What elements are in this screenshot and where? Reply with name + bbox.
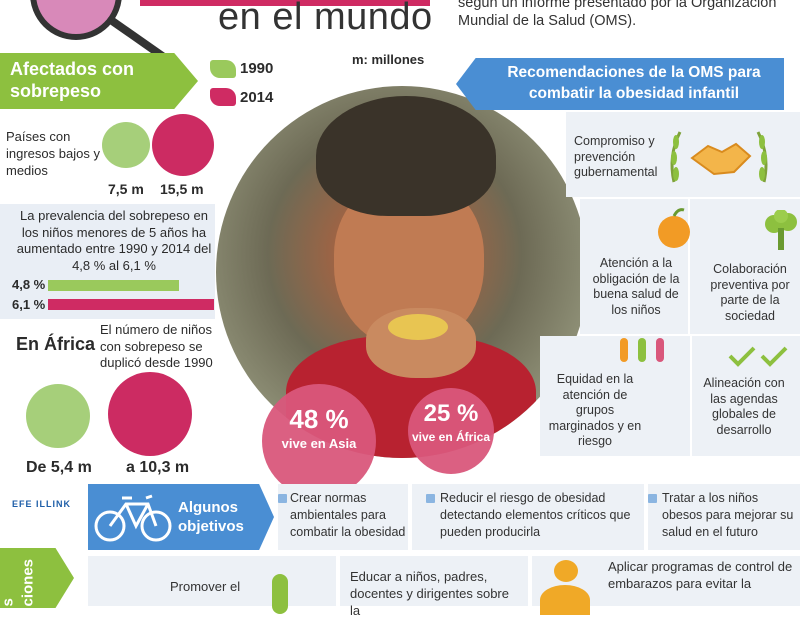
acciones-label-a: s: [0, 598, 17, 607]
bullet-icon: [648, 494, 657, 503]
objetivo-cell: [648, 484, 800, 550]
africa-text: El número de niños con sobrepeso se dupl…: [100, 322, 213, 370]
africa-label: En África: [16, 334, 96, 354]
person-body-icon: [540, 585, 590, 615]
reco-item-compromiso: Compromiso y prevención gubernamental: [574, 134, 658, 179]
paises-circle-2014: [152, 114, 214, 176]
people-icon: [620, 338, 664, 362]
afectados-banner: [0, 53, 198, 109]
africa-circle-1990: [26, 384, 90, 448]
intro-text: según un informe presentado por la Organ…: [458, 0, 777, 29]
legend-label-2014: 2014: [240, 89, 274, 106]
reco-item-equidad: Equidad en la atención de grupos margina…: [548, 372, 642, 448]
stat-asia-label: vive en Asia: [281, 436, 357, 451]
afectados-title: Afectados con sobrepeso: [10, 59, 135, 101]
accion-item-promover: Promover el: [170, 579, 241, 594]
legend-swatch-1990: [210, 60, 236, 78]
checkmark-icon: [728, 346, 788, 367]
legend-swatch-2014: [210, 88, 236, 106]
africa-value-2014: a 10,3 m: [126, 459, 190, 476]
prevalencia-value-2014: 6,1 %: [12, 297, 46, 312]
reco-cell: [540, 336, 690, 456]
stat-asia-circle: [262, 384, 376, 498]
child-photo: [216, 86, 588, 458]
objetivo-item-normas: Crear normas ambientales para combatir l…: [290, 491, 406, 539]
bicycle-icon: [94, 494, 172, 542]
objetivo-item-tratar: Tratar a los niños obesos para mejorar s…: [662, 491, 794, 539]
stat-asia-percent: 48 %: [289, 404, 349, 434]
paises-value-1990: 7,5 m: [108, 181, 144, 197]
photo-hair: [316, 96, 496, 216]
prevalencia-value-1990: 4,8 %: [12, 277, 46, 292]
page-title: en el mundo: [218, 0, 433, 38]
person-icon: [554, 560, 578, 582]
stat-africa-circle: [408, 388, 494, 474]
bottle-icon: [272, 574, 288, 614]
prevalencia-bar-1990: [48, 280, 179, 291]
handshake-icon: [670, 131, 768, 183]
accion-cell: [88, 556, 336, 606]
photo-food: [388, 314, 448, 340]
bullet-icon: [278, 494, 287, 503]
bullet-icon: [426, 494, 435, 503]
stat-africa-percent: 25 %: [423, 400, 479, 427]
accion-item-aplicar: Aplicar programas de control de embarazo…: [608, 559, 793, 591]
paises-circle-1990: [102, 122, 150, 168]
objetivo-item-riesgo: Reducir el riesgo de obesidad detectando…: [440, 491, 631, 539]
broccoli-icon: [765, 210, 797, 250]
paises-text: Países con ingresos bajos y medios: [6, 129, 100, 178]
reco-item-alineacion: Alineación con las agendas globales de d…: [703, 376, 785, 437]
accion-cell: [340, 556, 528, 606]
reco-cell: [566, 112, 800, 197]
fruit-icon: [658, 208, 690, 248]
accion-item-educar: Educar a niños, padres, docentes y dirig…: [350, 569, 509, 618]
units-note: m: millones: [352, 52, 425, 67]
africa-circle-2014: [108, 372, 192, 456]
prevalencia-text: La prevalencia del sobrepeso en los niño…: [16, 208, 212, 273]
recomendaciones-title: Recomendaciones de la OMS para combatir …: [507, 64, 761, 102]
reco-item-colaboracion: Colaboración preventiva por parte de la …: [710, 262, 790, 323]
reco-item-atencion: Atención a la obligación de la buena sal…: [592, 256, 680, 317]
africa-value-1990: De 5,4 m: [26, 459, 92, 476]
acciones-label-b: ciones: [19, 558, 37, 607]
objetivo-cell: [412, 484, 644, 550]
efe-logo: EFE ILLINK: [12, 499, 71, 509]
stat-africa-label: vive en África: [411, 430, 491, 444]
legend-label-1990: 1990: [240, 60, 274, 77]
title-accent-bar: [140, 0, 430, 6]
prevalencia-bar-2014: [48, 299, 214, 310]
recomendaciones-banner: [456, 58, 784, 110]
paises-value-2014: 15,5 m: [160, 181, 204, 197]
objetivos-title: Algunos objetivos: [178, 499, 244, 535]
objetivo-cell: [278, 484, 408, 550]
